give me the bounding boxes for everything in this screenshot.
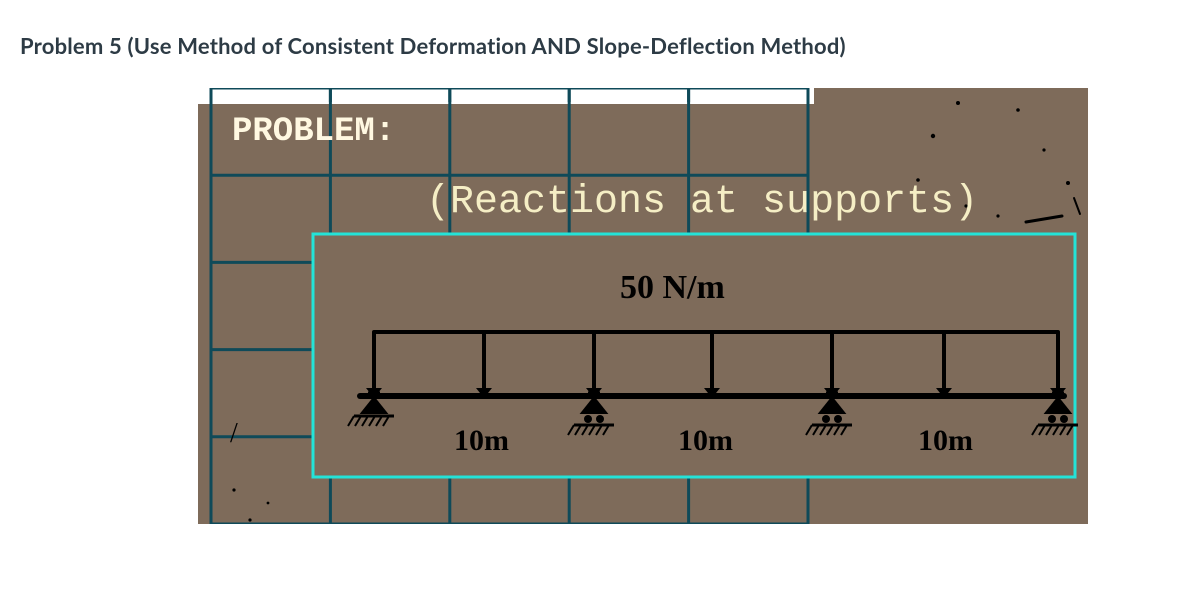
speckle (232, 488, 235, 491)
speckle (931, 134, 935, 138)
page-title: Problem 5 (Use Method of Consistent Defo… (0, 0, 1196, 59)
top-band (198, 88, 814, 104)
speckle (1016, 108, 1020, 112)
span-label-1: 10m (678, 424, 733, 457)
subtitle-label: (Reactions at supports) (426, 180, 978, 225)
speckle (267, 502, 270, 505)
span-label-0: 10m (454, 424, 509, 457)
speckle (1066, 181, 1070, 185)
stray-mark: / (230, 418, 238, 449)
speckle (248, 518, 251, 521)
load-label: 50 N/m (620, 269, 725, 306)
problem-figure: PROBLEM: (Reactions at supports) 50 N/m 10m… (198, 88, 1088, 524)
span-label-2: 10m (918, 424, 973, 457)
speckle (956, 101, 960, 105)
problem-label: PROBLEM: (232, 113, 395, 151)
speckle (996, 214, 999, 217)
speckle (1042, 148, 1045, 151)
